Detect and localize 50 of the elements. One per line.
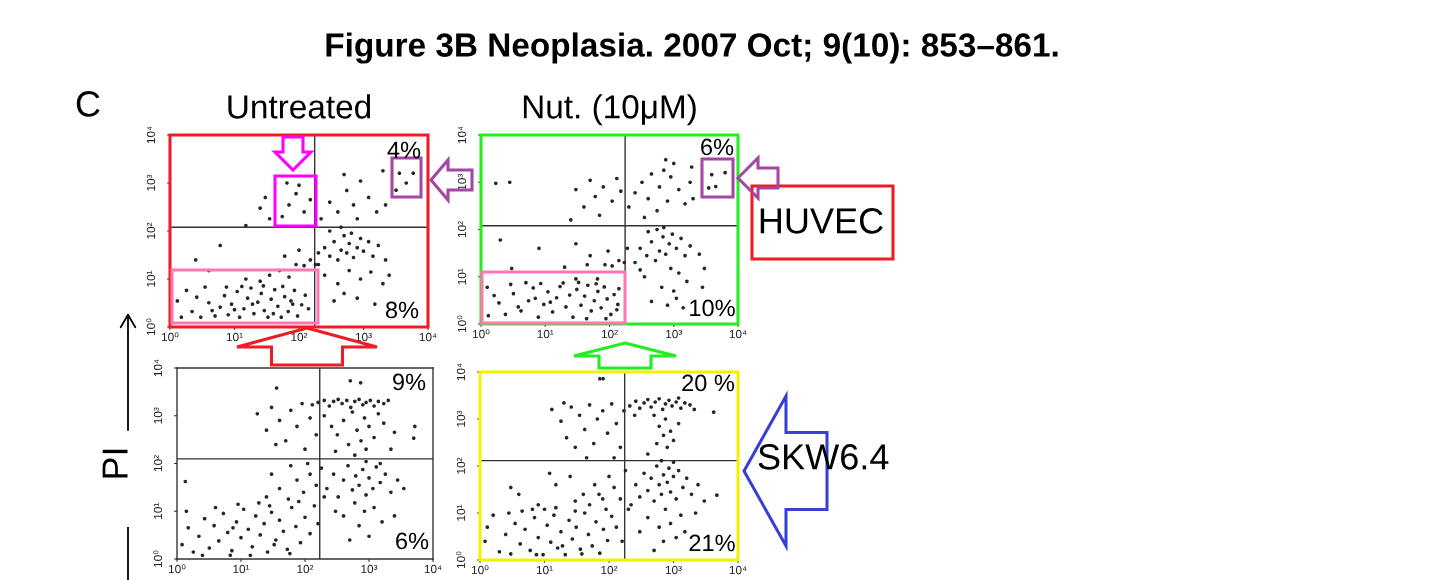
x-tick-label: 10² — [291, 332, 308, 342]
annotation: 4% — [387, 141, 421, 159]
y-tick-label: 10² — [153, 455, 163, 472]
y-tick-label: 10⁴ — [153, 359, 163, 377]
y-tick-label: 10³ — [457, 173, 467, 190]
x-tick-label: 10² — [601, 329, 618, 339]
x-tick-label: 10⁰ — [471, 565, 489, 575]
x-tick-label: 10⁴ — [729, 329, 747, 339]
x-tick-label: 10¹ — [536, 565, 553, 575]
chart-title: Untreated — [228, 94, 371, 119]
x-tick-label: 10³ — [361, 564, 378, 574]
annotation: 10% — [690, 299, 735, 317]
text: HUVEC — [760, 208, 883, 234]
y-tick-label: 10³ — [153, 407, 163, 424]
caption: Figure 3B Neoplasia. 2007 Oct; 9(10): 853–861. — [326, 32, 1058, 64]
y-tick-label: 10² — [456, 457, 466, 474]
text: C — [76, 91, 100, 117]
x-tick-label: 10⁰ — [168, 564, 186, 574]
y-tick-label: 10¹ — [153, 502, 163, 519]
x-tick-label: 10¹ — [537, 329, 554, 339]
x-tick-label: 10⁰ — [472, 329, 490, 339]
y-tick-label: 10⁴ — [146, 126, 156, 144]
annotation: 21% — [689, 534, 735, 552]
y-tick-label: 10¹ — [146, 270, 156, 287]
x-tick-label: 10² — [297, 564, 314, 574]
y-tick-label: 10⁴ — [456, 363, 466, 381]
annotation: 8% — [385, 301, 419, 319]
y-tick-label: 10² — [146, 222, 156, 239]
x-tick-label: 10³ — [665, 565, 682, 575]
y-tick-label: 10¹ — [456, 504, 466, 521]
chart-title: Nut. (10μM) — [523, 94, 696, 126]
x-tick-label: 10⁰ — [161, 332, 179, 342]
x-tick-label: 10² — [601, 565, 618, 575]
annotation: 20 % — [682, 374, 735, 392]
x-tick-label: 10⁴ — [424, 564, 442, 574]
y-tick-label: 10² — [457, 221, 467, 238]
x-tick-label: 10¹ — [233, 564, 250, 574]
y-axis-title: PI — [102, 449, 128, 478]
y-tick-label: 10⁴ — [457, 126, 467, 144]
x-tick-label: 10⁴ — [419, 332, 437, 342]
y-tick-label: 10³ — [146, 174, 156, 191]
x-tick-label: 10³ — [666, 329, 683, 339]
x-tick-label: 10¹ — [226, 332, 243, 342]
annotation: 6% — [701, 138, 734, 156]
x-tick-label: 10³ — [355, 332, 372, 342]
x-tick-label: 10⁴ — [729, 565, 747, 575]
annotation: 6% — [396, 532, 429, 550]
y-tick-label: 10³ — [456, 410, 466, 427]
annotation: 9% — [393, 373, 426, 391]
y-tick-label: 10¹ — [457, 268, 467, 285]
